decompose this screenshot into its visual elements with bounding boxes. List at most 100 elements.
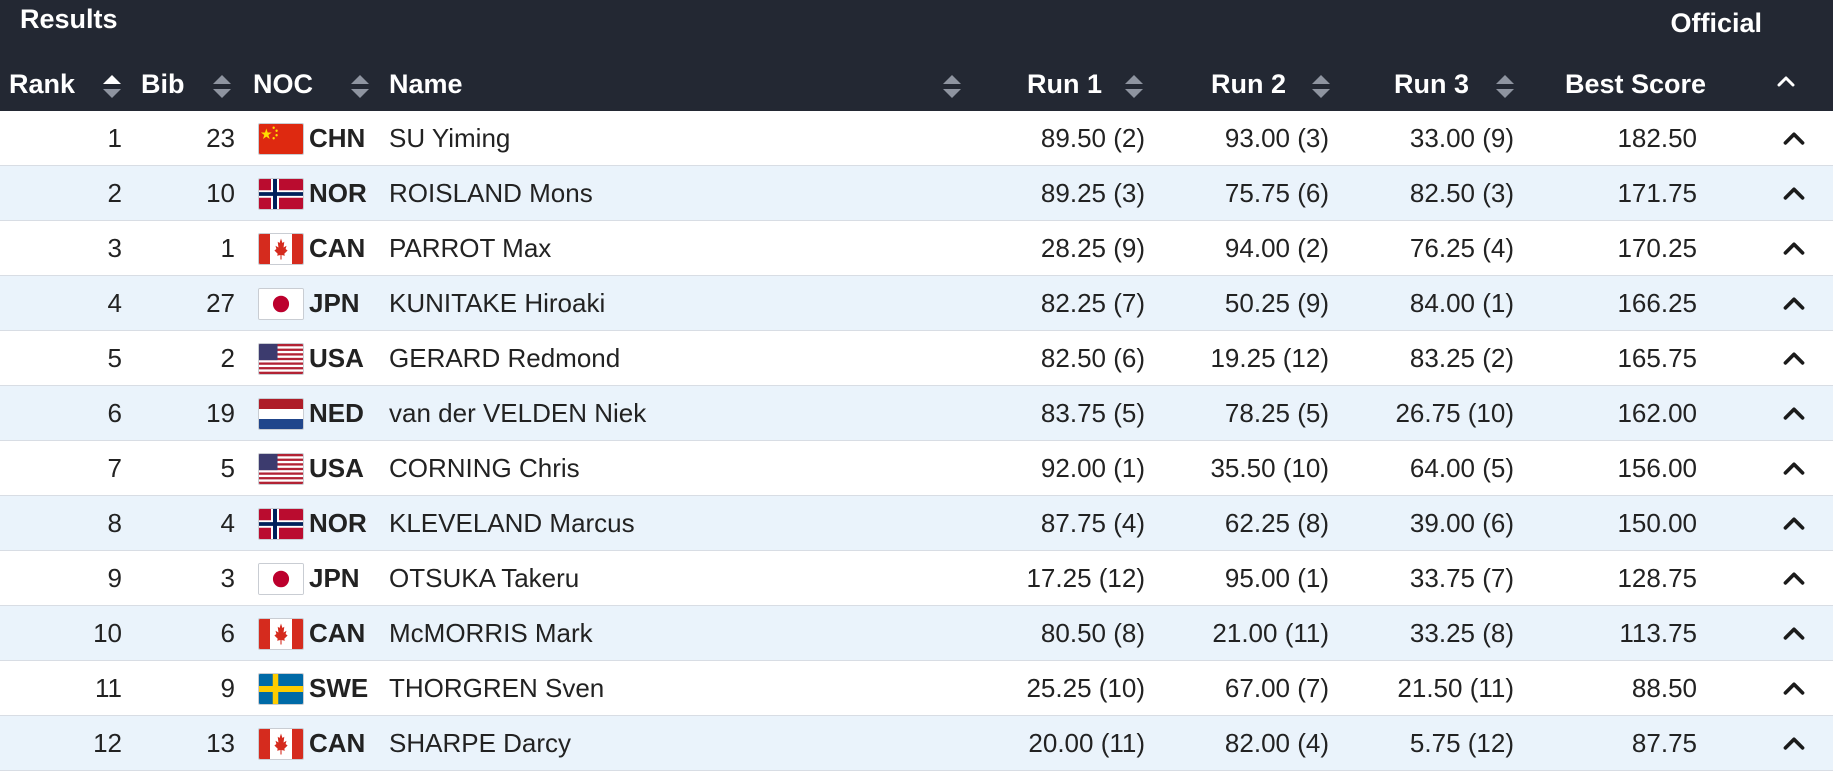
column-header-run1[interactable]: Run 1 xyxy=(1027,64,1102,104)
athlete-name[interactable]: THORGREN Sven xyxy=(389,672,605,703)
table-row[interactable]: 9 3 JPN OTSUKA Takeru 17.25 (12) 95.00 (… xyxy=(0,551,1833,606)
rank-cell: 11 xyxy=(95,672,122,703)
noc-cell: CAN xyxy=(309,617,366,648)
row-expand-chevron-up-icon[interactable] xyxy=(1783,239,1805,257)
column-header-name[interactable]: Name xyxy=(389,64,463,104)
run2-cell: 19.25 (12) xyxy=(1210,342,1329,373)
athlete-name[interactable]: SU Yiming xyxy=(389,122,511,153)
table-row[interactable]: 1 23 CHN SU Yiming 89.50 (2) 93.00 (3) 3… xyxy=(0,111,1833,166)
rank-cell: 3 xyxy=(107,232,122,263)
results-table-body: 1 23 CHN SU Yiming 89.50 (2) 93.00 (3) 3… xyxy=(0,111,1833,771)
run1-cell: 82.25 (7) xyxy=(1040,287,1145,318)
bib-cell: 27 xyxy=(206,287,235,318)
row-expand-chevron-up-icon[interactable] xyxy=(1783,294,1805,312)
table-row[interactable]: 2 10 NOR ROISLAND Mons 89.25 (3) 75.75 (… xyxy=(0,166,1833,221)
canada-flag-icon xyxy=(258,233,304,265)
athlete-name[interactable]: GERARD Redmond xyxy=(389,342,621,373)
athlete-name[interactable]: CORNING Chris xyxy=(389,452,580,483)
athlete-name[interactable]: KUNITAKE Hiroaki xyxy=(389,287,606,318)
sort-run2-icon[interactable] xyxy=(1311,75,1331,101)
athlete-name[interactable]: SHARPE Darcy xyxy=(389,727,572,758)
column-label-run2: Run 2 xyxy=(1211,68,1287,99)
collapse-all-chevron-up-icon[interactable] xyxy=(1777,72,1795,90)
column-header-best-score[interactable]: Best Score xyxy=(1565,64,1706,104)
rank-cell: 2 xyxy=(107,177,122,208)
norway-flag-icon xyxy=(258,508,304,540)
bib-cell: 5 xyxy=(220,452,235,483)
china-flag-icon xyxy=(258,123,304,155)
run3-cell: 26.75 (10) xyxy=(1395,397,1514,428)
best-score-cell: 170.25 xyxy=(1617,232,1697,263)
column-header-bib[interactable]: Bib xyxy=(141,64,185,104)
best-score-cell: 156.00 xyxy=(1617,452,1697,483)
noc-cell: JPN xyxy=(309,287,360,318)
bib-cell: 4 xyxy=(220,507,235,538)
row-expand-chevron-up-icon[interactable] xyxy=(1783,349,1805,367)
athlete-name[interactable]: KLEVELAND Marcus xyxy=(389,507,635,538)
athlete-name[interactable]: OTSUKA Takeru xyxy=(389,562,580,593)
athlete-name[interactable]: PARROT Max xyxy=(389,232,552,263)
sort-run1-icon[interactable] xyxy=(1124,75,1144,101)
row-expand-chevron-up-icon[interactable] xyxy=(1783,404,1805,422)
run1-cell: 17.25 (12) xyxy=(1026,562,1145,593)
table-row[interactable]: 11 9 SWE THORGREN Sven 25.25 (10) 67.00 … xyxy=(0,661,1833,716)
row-expand-chevron-up-icon[interactable] xyxy=(1783,184,1805,202)
sort-run3-icon[interactable] xyxy=(1495,75,1515,101)
bib-cell: 19 xyxy=(206,397,235,428)
best-score-cell: 166.25 xyxy=(1617,287,1697,318)
run3-cell: 83.25 (2) xyxy=(1409,342,1514,373)
table-row[interactable]: 5 2 USA GERARD Redmond 82.50 (6) 19.25 (… xyxy=(0,331,1833,386)
column-header-rank[interactable]: Rank xyxy=(9,64,75,104)
noc-cell: USA xyxy=(309,342,364,373)
row-expand-chevron-up-icon[interactable] xyxy=(1783,129,1805,147)
row-expand-chevron-up-icon[interactable] xyxy=(1783,514,1805,532)
table-row[interactable]: 12 13 CAN SHARPE Darcy 20.00 (11) 82.00 … xyxy=(0,716,1833,771)
row-expand-chevron-up-icon[interactable] xyxy=(1783,459,1805,477)
athlete-name[interactable]: ROISLAND Mons xyxy=(389,177,593,208)
table-row[interactable]: 3 1 CAN PARROT Max 28.25 (9) 94.00 (2) 7… xyxy=(0,221,1833,276)
run2-cell: 95.00 (1) xyxy=(1224,562,1329,593)
rank-cell: 4 xyxy=(107,287,122,318)
row-expand-chevron-up-icon[interactable] xyxy=(1783,679,1805,697)
run1-cell: 28.25 (9) xyxy=(1040,232,1145,263)
row-expand-chevron-up-icon[interactable] xyxy=(1783,734,1805,752)
canada-flag-icon xyxy=(258,618,304,650)
japan-flag-icon xyxy=(258,563,304,595)
table-row[interactable]: 8 4 NOR KLEVELAND Marcus 87.75 (4) 62.25… xyxy=(0,496,1833,551)
sort-bib-icon[interactable] xyxy=(212,75,232,101)
athlete-name[interactable]: McMORRIS Mark xyxy=(389,617,593,648)
run1-cell: 80.50 (8) xyxy=(1040,617,1145,648)
best-score-cell: 88.50 xyxy=(1631,672,1697,703)
sort-noc-icon[interactable] xyxy=(350,75,370,101)
run2-cell: 67.00 (7) xyxy=(1224,672,1329,703)
rank-cell: 5 xyxy=(107,342,122,373)
column-label-rank: Rank xyxy=(9,68,76,99)
best-score-cell: 182.50 xyxy=(1617,122,1697,153)
run3-cell: 82.50 (3) xyxy=(1409,177,1514,208)
column-label-noc: NOC xyxy=(253,68,313,99)
table-row[interactable]: 6 19 NED van der VELDEN Niek 83.75 (5) 7… xyxy=(0,386,1833,441)
sort-rank-icon[interactable] xyxy=(102,75,122,101)
column-label-bib: Bib xyxy=(141,68,185,99)
table-row[interactable]: 10 6 CAN McMORRIS Mark 80.50 (8) 21.00 (… xyxy=(0,606,1833,661)
best-score-cell: 165.75 xyxy=(1617,342,1697,373)
row-expand-chevron-up-icon[interactable] xyxy=(1783,569,1805,587)
run3-cell: 64.00 (5) xyxy=(1409,452,1514,483)
column-header-run3[interactable]: Run 3 xyxy=(1394,64,1469,104)
row-expand-chevron-up-icon[interactable] xyxy=(1783,624,1805,642)
netherlands-flag-icon xyxy=(258,398,304,430)
column-header-noc[interactable]: NOC xyxy=(253,64,313,104)
column-header-run2[interactable]: Run 2 xyxy=(1211,64,1286,104)
run3-cell: 33.00 (9) xyxy=(1409,122,1514,153)
bib-cell: 3 xyxy=(220,562,235,593)
results-header: Results Official Rank Bib NOC Name Run 1 xyxy=(0,0,1833,111)
rank-cell: 1 xyxy=(107,122,122,153)
table-row[interactable]: 4 27 JPN KUNITAKE Hiroaki 82.25 (7) 50.2… xyxy=(0,276,1833,331)
run1-cell: 92.00 (1) xyxy=(1040,452,1145,483)
sort-name-icon[interactable] xyxy=(942,75,962,101)
table-row[interactable]: 7 5 USA CORNING Chris 92.00 (1) 35.50 (1… xyxy=(0,441,1833,496)
rank-cell: 12 xyxy=(93,727,122,758)
run1-cell: 89.25 (3) xyxy=(1040,177,1145,208)
athlete-name[interactable]: van der VELDEN Niek xyxy=(389,397,647,428)
